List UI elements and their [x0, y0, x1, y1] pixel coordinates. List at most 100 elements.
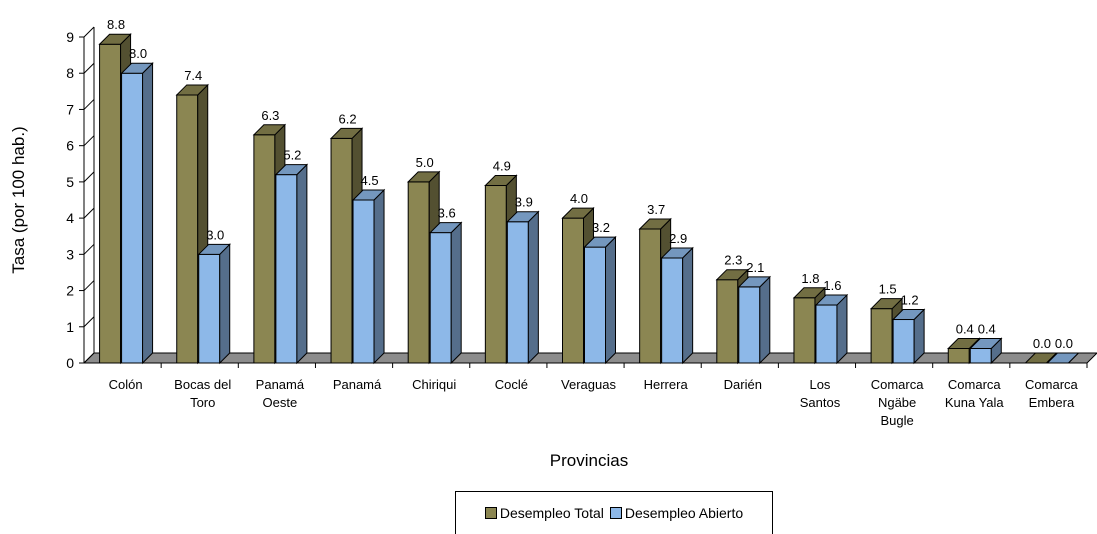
legend-item-desempleo-abierto: Desempleo Abierto [609, 505, 743, 521]
bar-front [429, 232, 452, 364]
y-tick-label: 3 [66, 246, 74, 262]
x-tick-label-chiriqui: Chiriqui [412, 377, 456, 392]
x-tick-label-panama: Panamá [333, 377, 382, 392]
bar-front [275, 174, 298, 364]
bar-front [639, 228, 662, 364]
y-tick-depth [83, 280, 95, 291]
bar-side [605, 235, 616, 365]
y-tick-depth [83, 171, 95, 183]
x-tick-label-bocas-del-toro: Bocas del Toro [174, 377, 231, 410]
data-label-desempleo-total-chiriqui: 5.0 [416, 155, 434, 170]
bar-top [638, 218, 672, 230]
bar-side [373, 188, 385, 365]
bar-side [836, 293, 848, 365]
bar-top [715, 269, 750, 281]
x-tick-label-line: Herrera [644, 377, 689, 392]
data-label-desempleo-abierto-veraguas: 3.2 [592, 220, 610, 235]
data-label-desempleo-total-cocle: 4.9 [493, 159, 511, 174]
x-tick-label-line: Coclé [495, 377, 528, 392]
bar-front [198, 253, 221, 364]
y-tick-label: 0 [66, 355, 74, 371]
bar-front [253, 134, 276, 364]
bar-desempleo-total-comarca-embera [1024, 352, 1058, 364]
x-tick-label-veraguas: Veraguas [561, 377, 616, 392]
bar-side [682, 246, 694, 365]
x-tick-label-line: Toro [190, 395, 215, 410]
data-label-desempleo-abierto-colon: 8.0 [129, 46, 147, 61]
data-label-desempleo-total-bocas-del-toro: 7.4 [184, 68, 202, 83]
x-tick-label-line: Darién [724, 377, 762, 392]
x-tick-label-line: Comarca [871, 377, 925, 392]
bar-front [892, 319, 915, 364]
bar-desempleo-abierto-comarca-kuna-yala [969, 337, 1003, 365]
data-label-desempleo-total-veraguas: 4.0 [570, 191, 588, 206]
bar-front [330, 137, 353, 364]
data-label-desempleo-abierto-los-santos: 1.6 [823, 278, 841, 293]
legend: Desempleo Total Desempleo Abierto [455, 491, 773, 534]
legend-label-desempleo-total: Desempleo Total [499, 505, 604, 521]
x-tick-label-line: Ngäbe [878, 395, 916, 410]
bar-top [98, 33, 132, 45]
bar-desempleo-abierto-herrera [660, 246, 694, 365]
y-tick-label: 2 [66, 283, 74, 299]
bar-front [969, 348, 992, 364]
bar-chart: 0 1 2 3 4 5 6 7 8 9 Tasa (por 100 hab.) 8.8 8.0 Colón… [9, 17, 1097, 470]
x-tick-label-line: Bugle [880, 413, 913, 428]
data-label-desempleo-total-los-santos: 1.8 [801, 271, 819, 286]
bar-desempleo-abierto-veraguas [583, 235, 617, 365]
bar-front [352, 199, 375, 364]
bar-top [197, 243, 231, 255]
data-label-desempleo-abierto-darien: 2.1 [746, 260, 764, 275]
x-tick-label-line: Comarca [948, 377, 1002, 392]
bar-front [815, 304, 838, 364]
legend-item-desempleo-total: Desempleo Total [484, 505, 604, 521]
bar-top [252, 124, 287, 136]
y-axis-title: Tasa (por 100 hab.) [9, 126, 28, 273]
x-tick-label-line: Chiriqui [412, 377, 456, 392]
data-label-desempleo-abierto-comarca-embera: 0.0 [1055, 336, 1073, 351]
bar-top [561, 207, 595, 219]
bar-side [219, 243, 231, 365]
x-tick-label-los-santos: Los Santos [800, 377, 841, 410]
bar-front [506, 221, 529, 364]
bar-top [814, 294, 849, 306]
y-tick-depth [83, 135, 95, 147]
bar-front [716, 279, 739, 364]
data-label-desempleo-abierto-herrera: 2.9 [669, 231, 687, 246]
x-tick-label-comarca-kuna-yala: Comarca Kuna Yala [945, 377, 1005, 410]
bar-desempleo-abierto-comarca-embera [1046, 352, 1080, 364]
data-label-desempleo-total-comarca-kuna-yala: 0.4 [956, 322, 974, 337]
bar-top [583, 236, 617, 248]
x-axis-title: Provincias [550, 451, 628, 470]
y-tick-label: 1 [66, 319, 74, 335]
x-tick-label-darien: Darién [724, 377, 762, 392]
data-label-desempleo-abierto-cocle: 3.9 [515, 195, 533, 210]
bar-front [661, 257, 684, 364]
bar-front [562, 217, 584, 364]
bar-front [176, 94, 199, 364]
bar-top [120, 62, 154, 74]
bar-side [759, 275, 771, 365]
y-tick-label: 9 [66, 29, 74, 45]
y-tick-label: 6 [66, 138, 74, 154]
bar-desempleo-abierto-darien [737, 275, 772, 365]
x-tick-label-line: Comarca [1025, 377, 1079, 392]
x-tick-label-line: Veraguas [561, 377, 616, 392]
x-tick-label-line: Bocas del [174, 377, 231, 392]
bar-desempleo-abierto-panama-oeste [274, 163, 309, 365]
x-tick-label-colon: Colón [109, 377, 143, 392]
data-label-desempleo-total-comarca-embera: 0.0 [1033, 336, 1051, 351]
legend-swatch-desempleo-abierto [609, 507, 622, 519]
bar-front [870, 308, 893, 364]
data-label-desempleo-abierto-chiriqui: 3.6 [438, 206, 456, 221]
bar-side [296, 163, 308, 365]
y-tick-depth [83, 316, 95, 328]
data-label-desempleo-abierto-comarca-kuna-yala: 0.4 [978, 322, 996, 337]
bar-top [506, 211, 540, 223]
x-tick-label-line: Panamá [333, 377, 382, 392]
bar-side [450, 221, 462, 365]
y-tick-depth [83, 243, 95, 255]
data-label-desempleo-abierto-comarca-ngabe-bugle: 1.2 [901, 293, 919, 308]
data-label-desempleo-total-comarca-ngabe-bugle: 1.5 [879, 282, 897, 297]
bar-top [175, 84, 209, 96]
